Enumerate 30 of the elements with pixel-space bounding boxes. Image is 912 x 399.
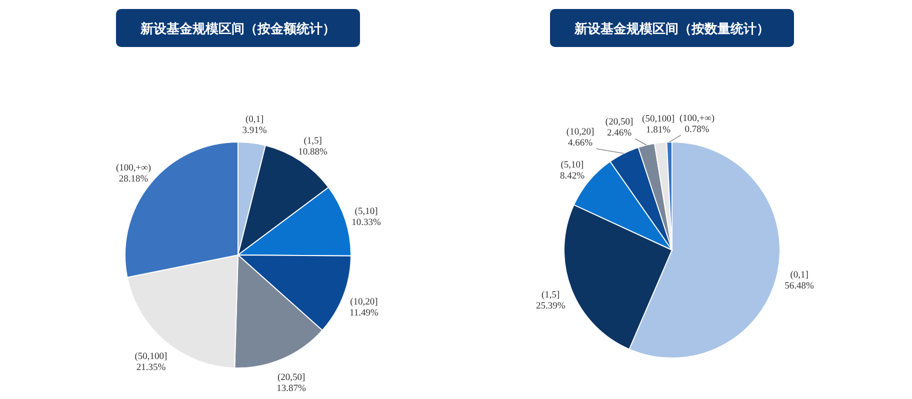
data-label: 4.66% bbox=[568, 138, 593, 149]
data-label: 25.39% bbox=[536, 302, 566, 312]
chart-title: 新设基金规模区间（按金额统计） bbox=[140, 21, 336, 36]
slice-label: (10,20] bbox=[566, 128, 594, 138]
data-label: 21.35% bbox=[136, 363, 166, 374]
data-label: 2.46% bbox=[606, 128, 632, 139]
data-label: 13.87% bbox=[276, 384, 306, 394]
slice-label: (20,50] bbox=[605, 118, 634, 128]
data-label: 8.42% bbox=[560, 172, 585, 182]
data-label: 56.48% bbox=[784, 281, 814, 292]
slice-label: (1,5] bbox=[304, 136, 322, 147]
slice-label: (0,1] bbox=[245, 115, 264, 126]
slice-label: (5,10] bbox=[354, 206, 378, 217]
data-label: 11.49% bbox=[349, 308, 378, 319]
data-label: 10.88% bbox=[298, 148, 328, 158]
data-label: 28.18% bbox=[118, 174, 148, 185]
slice-label: (5,10] bbox=[560, 160, 584, 171]
slice-label: (50,100] bbox=[134, 352, 168, 362]
chart-title: 新设基金规模区间（按数量统计） bbox=[574, 21, 770, 36]
slice-label: (1,5] bbox=[542, 290, 560, 301]
data-label: 1.81% bbox=[646, 126, 671, 136]
slice-label: (100,+∞) bbox=[679, 114, 715, 124]
slice-label: (100,+∞) bbox=[116, 164, 152, 174]
slice-label: (0,1] bbox=[790, 270, 808, 280]
data-label: 10.33% bbox=[352, 218, 381, 228]
slice-label: (10,20] bbox=[350, 298, 378, 308]
slice-label: (20,50] bbox=[277, 373, 306, 384]
slice-label: (50,100] bbox=[642, 114, 674, 125]
data-label: 0.78% bbox=[684, 125, 710, 136]
data-label: 3.91% bbox=[242, 126, 267, 136]
